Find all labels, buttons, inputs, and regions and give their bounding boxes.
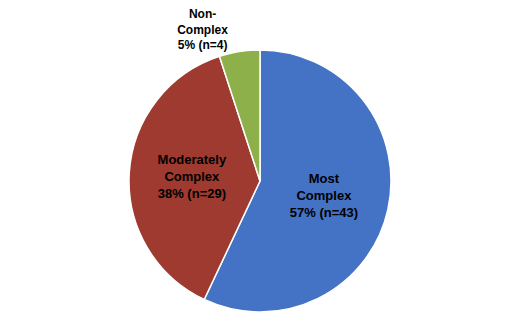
svg-text:Non-Complex5% (n=4): Non-Complex5% (n=4) [177,7,228,52]
svg-text:MostComplex57% (n=43): MostComplex57% (n=43) [290,171,358,220]
svg-text:ModeratelyComplex38% (n=29): ModeratelyComplex38% (n=29) [158,152,227,201]
